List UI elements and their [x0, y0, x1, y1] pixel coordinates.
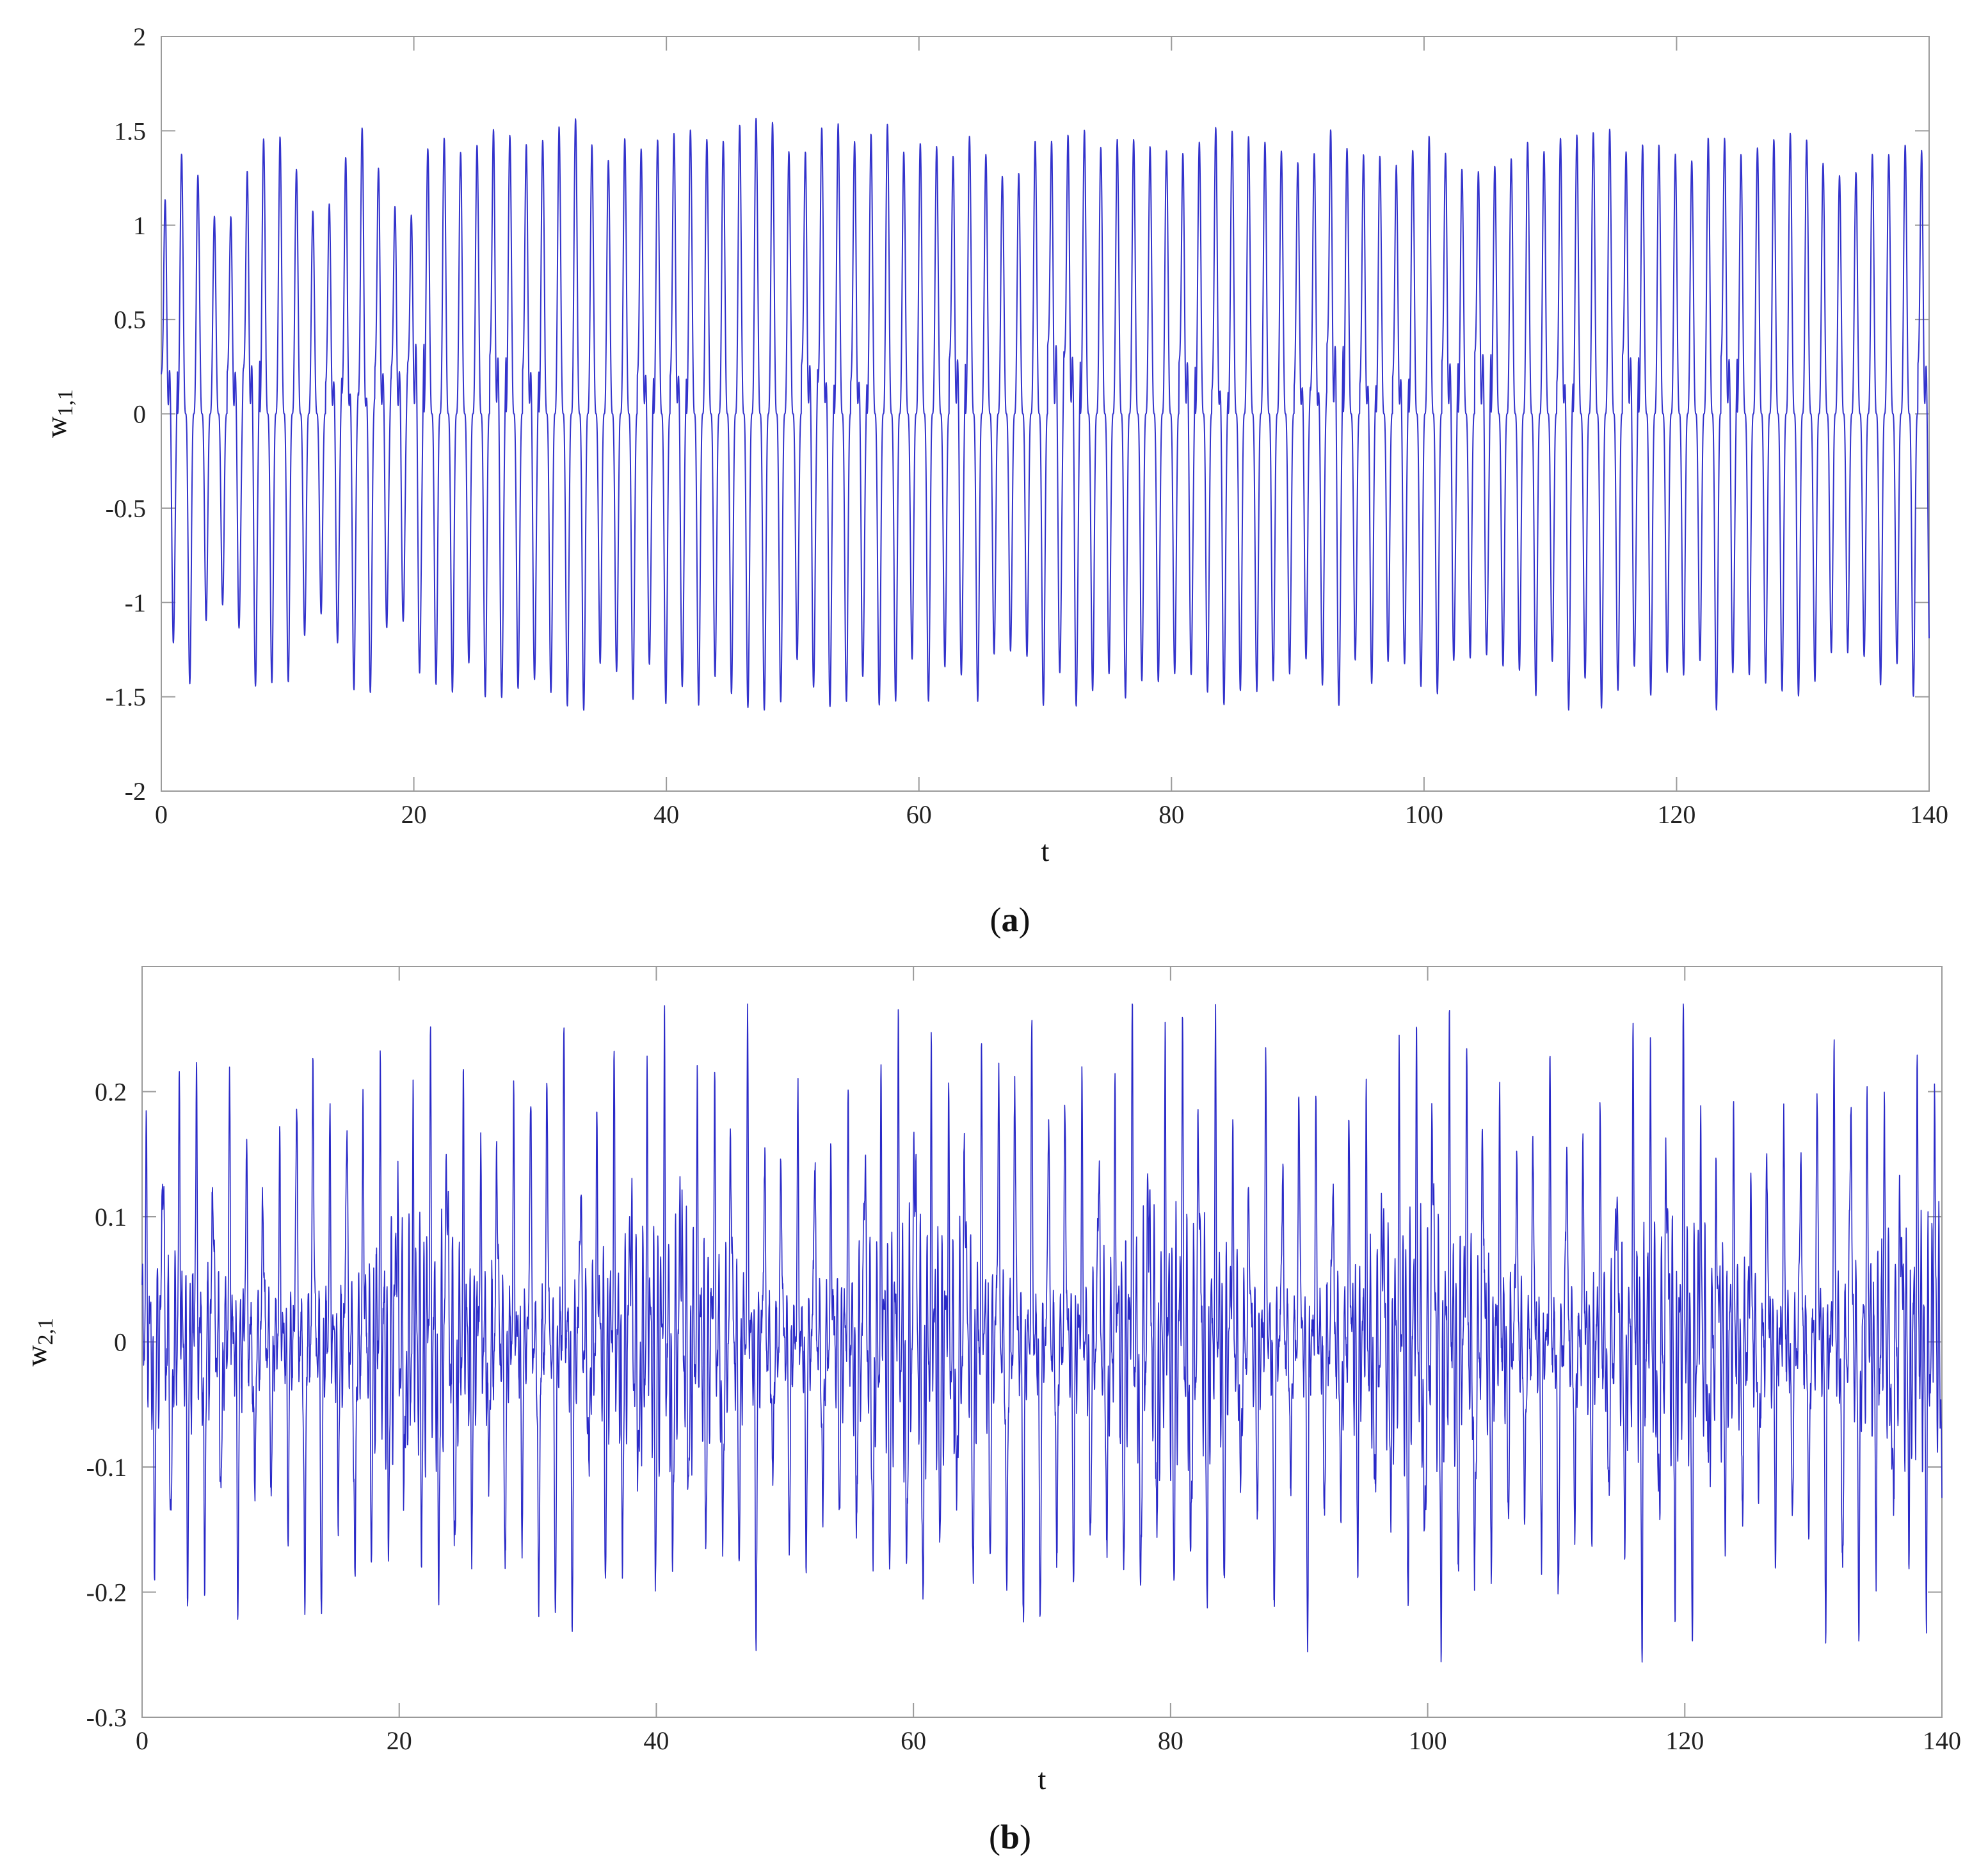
panel-a-y-axis-label-sub: 1,1: [54, 389, 77, 417]
panel-b-caption-open: (: [989, 1818, 1000, 1856]
panel-a-y-tick-label: -0.5: [106, 494, 146, 523]
panel-a-x-tick-label: 60: [906, 800, 932, 829]
panel-a-y-tick-label: 1: [133, 211, 146, 240]
panel-a-y-tick-label: 0.5: [114, 305, 146, 334]
panel-b-y-tick-label: -0.2: [86, 1578, 127, 1607]
panel-b-caption-close: ): [1020, 1818, 1031, 1856]
panel-b-caption: (b): [989, 1818, 1031, 1856]
panel-b-x-tick-label: 40: [643, 1726, 669, 1755]
panel-b-x-tick-label: 80: [1158, 1726, 1183, 1755]
panel-a-y-tick-label: 0: [133, 400, 146, 429]
panel-a-x-tick-label: 80: [1158, 800, 1184, 829]
panel-a-x-tick-label: 40: [653, 800, 679, 829]
panel-b-x-tick-label: 100: [1409, 1726, 1447, 1755]
panel-a-ticks: [161, 36, 1930, 792]
panel-b-series-line: [141, 1003, 1943, 1663]
panel-b-x-axis-label: t: [1038, 1763, 1046, 1795]
panel-a-x-tick-label: 140: [1910, 800, 1948, 829]
panel-b-y-tick-label: 0.2: [95, 1078, 127, 1107]
panel-b: 0 20 40 60 80 100 120 140 -0.3 -0.2 -0.1 0 0.1 0.2 t…: [20, 966, 1961, 1856]
panel-a-y-tick-label: 2: [133, 22, 146, 51]
panel-b-y-axis-label-sub: 2,1: [34, 1318, 58, 1345]
panel-a-x-axis-label: t: [1041, 835, 1050, 867]
panel-a-caption: (a): [990, 901, 1030, 939]
panel-a-y-tick-label: -1.5: [106, 683, 146, 712]
panel-b-y-axis-label-main: w: [20, 1345, 52, 1367]
panel-b-y-tick-label: -0.3: [86, 1703, 127, 1732]
panel-b-x-tick-label: 0: [136, 1726, 148, 1755]
panel-b-x-tick-label: 20: [387, 1726, 412, 1755]
panel-b-x-tick-label: 60: [901, 1726, 926, 1755]
panel-b-x-tick-label: 140: [1923, 1726, 1961, 1755]
panel-a-caption-open: (: [990, 901, 1002, 939]
panel-b-y-tick-label: 0.1: [95, 1203, 127, 1231]
panel-a-plot-frame: [161, 36, 1930, 792]
panel-a-y-axis-label-main: w: [40, 416, 72, 438]
panel-b-y-tick-labels: -0.3 -0.2 -0.1 0 0.1 0.2: [86, 1078, 127, 1733]
panel-a-x-tick-label: 20: [401, 800, 427, 829]
panel-a-y-tick-labels: -2 -1.5 -1 -0.5 0 0.5 1 1.5 2: [106, 22, 146, 806]
panel-a-x-tick-label: 0: [155, 800, 168, 829]
panel-b-y-axis-label: w2,1: [20, 1318, 58, 1367]
panel-a-y-axis-label: w1,1: [40, 389, 77, 438]
panel-b-y-tick-label: 0: [114, 1328, 127, 1357]
panel-a-x-tick-label: 120: [1657, 800, 1695, 829]
panel-a-series-line: [161, 118, 1930, 711]
panel-b-y-tick-label: -0.1: [86, 1453, 127, 1482]
panel-a-caption-letter: a: [1002, 901, 1019, 939]
panel-a-y-tick-label: 1.5: [114, 116, 146, 145]
panel-a-x-tick-labels: 0 20 40 60 80 100 120 140: [155, 800, 1948, 829]
panel-a-y-tick-label: -1: [125, 588, 146, 617]
panel-a-x-tick-label: 100: [1405, 800, 1443, 829]
panel-a: 0 20 40 60 80 100 120 140 -2 -1.5 -1 -0.5 0 0.5 1 1.5 2…: [40, 22, 1948, 939]
panel-b-x-tick-labels: 0 20 40 60 80 100 120 140: [136, 1726, 1961, 1755]
panel-b-caption-letter: b: [1000, 1818, 1020, 1856]
panel-a-caption-close: ): [1019, 901, 1030, 939]
panel-a-y-tick-label: -2: [125, 777, 146, 806]
panel-b-x-tick-label: 120: [1665, 1726, 1704, 1755]
